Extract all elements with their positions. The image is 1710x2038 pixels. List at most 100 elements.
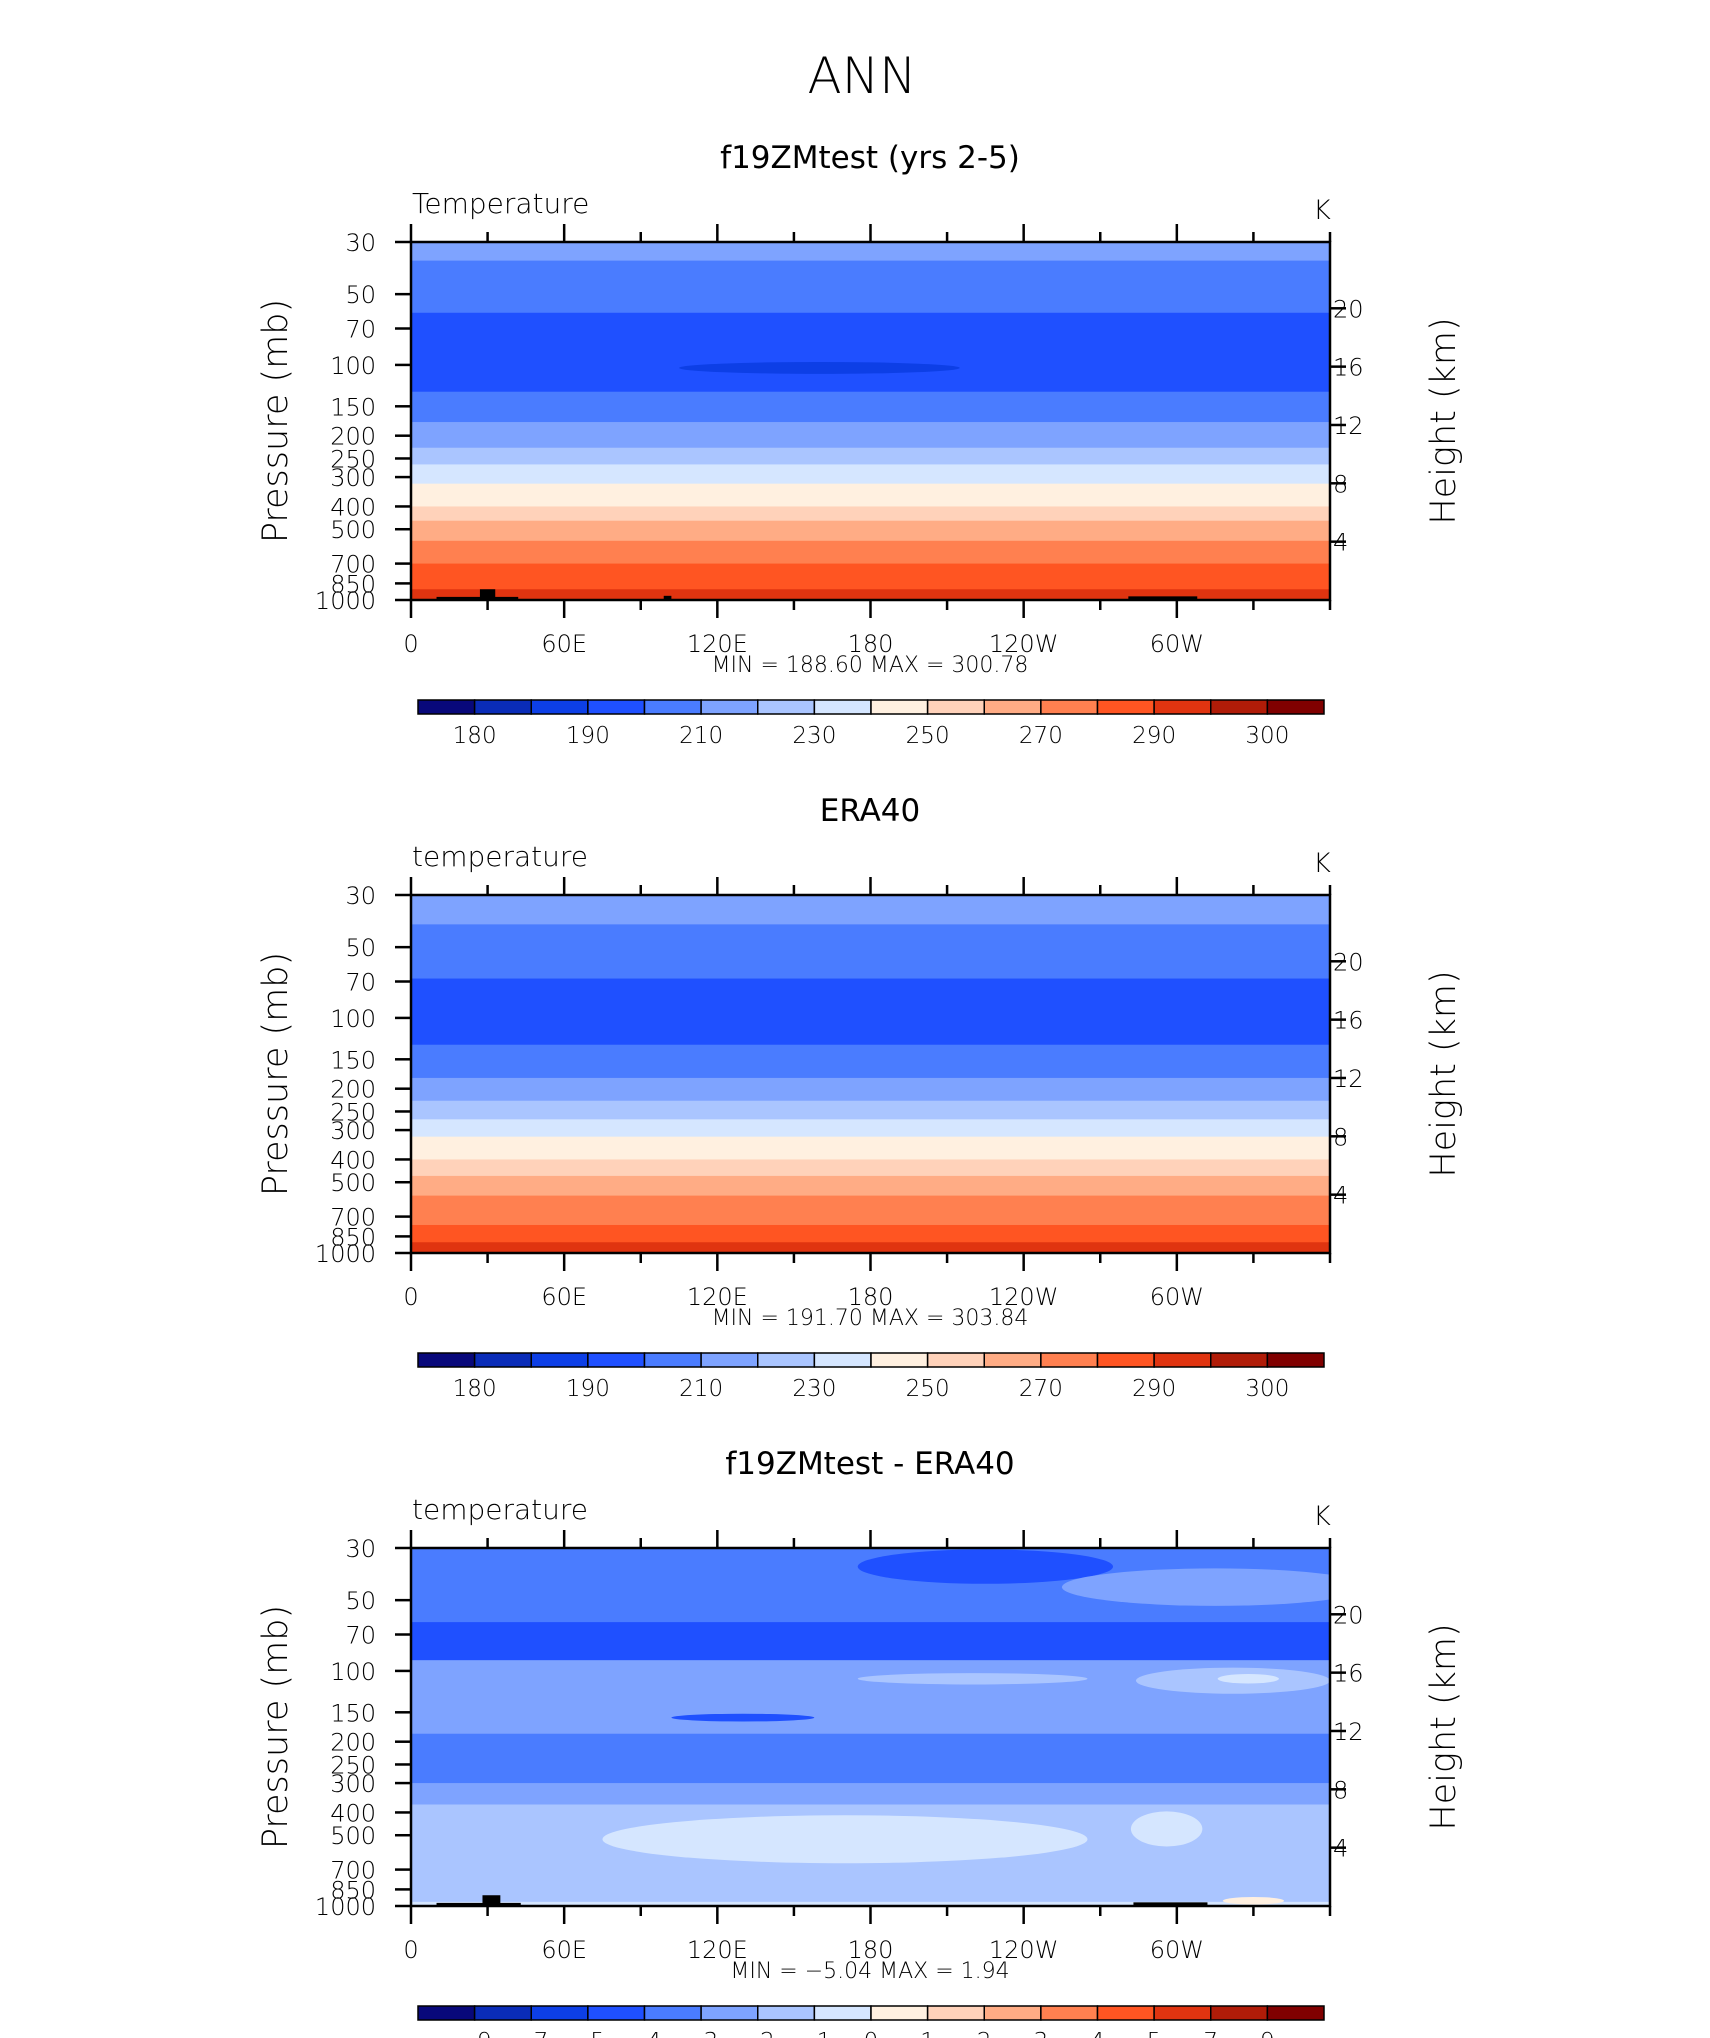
- colorbar-box: [530, 1352, 589, 1368]
- panel-title: f19ZMtest - ERA40: [725, 1446, 1014, 1482]
- y-axis-label: Pressure (mb): [256, 952, 296, 1196]
- colorbar-box: [926, 1352, 985, 1368]
- height-tick-label: 16: [1333, 1660, 1364, 1688]
- y-tick-label: 200: [330, 1076, 376, 1104]
- contour-band: [411, 506, 1330, 522]
- height-tick-label: 20: [1333, 295, 1364, 323]
- colorbar-box: [870, 1352, 929, 1368]
- height-tick-label: 12: [1333, 412, 1364, 440]
- x-tick-label: 60W: [1150, 1283, 1204, 1311]
- colorbar-tick-label: 7: [1203, 2029, 1218, 2038]
- contour-band: [411, 1077, 1330, 1102]
- colorbar-tick-label: 290: [1132, 1376, 1176, 1402]
- contour-band: [411, 1783, 1330, 1805]
- colorbar-box: [1210, 699, 1269, 715]
- colorbar-tick-label: 1: [920, 2029, 935, 2038]
- colorbar-box: [983, 699, 1042, 715]
- terrain-mask: [1128, 596, 1198, 600]
- y-tick-label: 150: [330, 393, 376, 421]
- colorbar-tick-label: −7: [514, 2029, 548, 2038]
- contour-band: [411, 1622, 1330, 1661]
- x-tick-label: 60W: [1150, 1936, 1204, 1964]
- y-tick-label: 200: [330, 1729, 376, 1757]
- x-tick-label: 60E: [541, 630, 587, 658]
- terrain-mask: [482, 1895, 501, 1906]
- y-tick-label: 300: [330, 464, 376, 492]
- colorbar-tick-label: 230: [792, 1376, 836, 1402]
- colorbar-box: [700, 699, 759, 715]
- y-tick-label: 700: [330, 551, 376, 579]
- colorbar-tick-label: 190: [566, 1376, 610, 1402]
- colorbar-tick-label: 180: [453, 1376, 497, 1402]
- chart-panel-1: f19ZMtest (yrs 2-5) Temperature K 0 60E 120E 1…: [256, 140, 1464, 749]
- y-tick-label: 1000: [315, 1893, 376, 1921]
- colorbar-tick-label: 230: [792, 723, 836, 749]
- colorbar-tick-label: 5: [1147, 2029, 1162, 2038]
- x-tick-label: 120E: [687, 1936, 748, 1964]
- y-tick-label: 250: [330, 1751, 376, 1779]
- contour-feature: [679, 361, 960, 374]
- colorbar-tick-label: −5: [571, 2029, 605, 2038]
- units-label: K: [1313, 195, 1331, 226]
- y-tick-label: 30: [345, 1535, 376, 1563]
- contour-band: [411, 447, 1330, 465]
- colorbar-box: [473, 699, 532, 715]
- colorbar-tick-label: 9: [1260, 2029, 1275, 2038]
- colorbar-tick-label: 270: [1019, 723, 1063, 749]
- y-tick-label: 400: [330, 1799, 376, 1827]
- colorbar-box: [1153, 2005, 1212, 2021]
- colorbar-box: [1153, 699, 1212, 715]
- y-tick-label: 30: [345, 229, 376, 257]
- contour-band: [411, 1044, 1330, 1079]
- x-tick-label: 120W: [989, 1936, 1059, 1964]
- height-tick-label: 16: [1333, 1007, 1364, 1035]
- panel-title: ERA40: [820, 793, 921, 829]
- colorbar-tick-label: 4: [1090, 2029, 1105, 2038]
- colorbar-tick-label: −9: [458, 2029, 492, 2038]
- contour-band: [411, 978, 1330, 1046]
- colorbar-tick-label: 300: [1245, 1376, 1289, 1402]
- variable-label: Temperature: [412, 187, 589, 220]
- colorbar-box: [813, 1352, 872, 1368]
- colorbar-tick-label: 0: [864, 2029, 879, 2038]
- y-tick-label: 30: [345, 882, 376, 910]
- y-tick-label: 250: [330, 445, 376, 473]
- contour-band: [411, 520, 1330, 542]
- height-tick-label: 8: [1333, 1123, 1348, 1151]
- terrain-mask: [479, 589, 496, 600]
- colorbar-tick-label: 180: [453, 723, 497, 749]
- units-label: K: [1313, 1501, 1331, 1532]
- contour-feature: [1062, 1568, 1330, 1606]
- colorbar-tick-label: 250: [906, 1376, 950, 1402]
- colorbar-box: [1096, 1352, 1155, 1368]
- colorbar-box: [1210, 2005, 1269, 2021]
- colorbar-box: [1040, 699, 1099, 715]
- height-tick-label: 8: [1333, 1776, 1348, 1804]
- contour-band: [411, 1901, 1330, 1906]
- y-tick-label: 300: [330, 1770, 376, 1798]
- height-tick-label: 16: [1333, 354, 1364, 382]
- height-tick-label: 20: [1333, 1601, 1364, 1629]
- height-tick-label: 8: [1333, 470, 1348, 498]
- height-tick-label: 20: [1333, 948, 1364, 976]
- colorbar-box: [983, 1352, 1042, 1368]
- y-tick-label: 100: [330, 1005, 376, 1033]
- contour-field: [411, 895, 1330, 1253]
- contour-feature: [1222, 1897, 1285, 1905]
- y-tick-label: 50: [345, 1587, 376, 1615]
- y-tick-label: 400: [330, 493, 376, 521]
- colorbar-tick-label: −4: [628, 2029, 662, 2038]
- contour-band: [411, 483, 1330, 507]
- x-tick-label: 0: [403, 1936, 418, 1964]
- terrain-mask: [436, 1902, 521, 1906]
- terrain-mask: [663, 595, 672, 600]
- colorbar-box: [1210, 1352, 1269, 1368]
- x-tick-label: 120W: [989, 630, 1059, 658]
- contour-band: [411, 1733, 1330, 1784]
- contour-band: [411, 1224, 1330, 1243]
- figure-title: ANN: [807, 47, 916, 105]
- x-tick-label: 180: [848, 1936, 894, 1964]
- colorbar-tick-label: 300: [1245, 723, 1289, 749]
- y-tick-label: 250: [330, 1098, 376, 1126]
